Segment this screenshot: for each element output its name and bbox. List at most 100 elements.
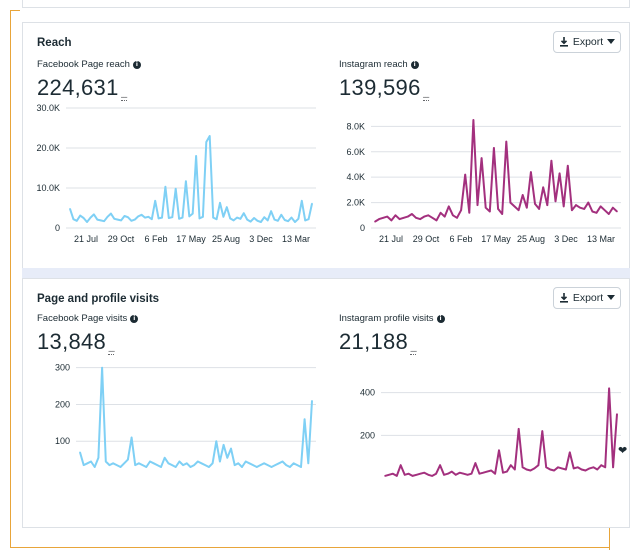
data-point bbox=[270, 466, 273, 468]
instagram-visits-chart[interactable]: 200 400 bbox=[335, 378, 625, 483]
data-point bbox=[513, 468, 516, 471]
data-point bbox=[595, 211, 598, 214]
x-tick-label: 6 Feb bbox=[449, 234, 472, 244]
data-point bbox=[112, 462, 114, 465]
data-point bbox=[152, 462, 155, 465]
data-point bbox=[90, 460, 92, 463]
data-point bbox=[89, 216, 92, 219]
data-point bbox=[502, 471, 504, 474]
data-point bbox=[144, 216, 146, 219]
data-point bbox=[96, 218, 99, 221]
download-icon bbox=[559, 293, 568, 303]
data-point bbox=[427, 214, 430, 217]
data-point bbox=[167, 462, 170, 465]
data-point bbox=[274, 464, 276, 466]
data-point bbox=[456, 217, 458, 219]
data-point bbox=[263, 462, 265, 465]
data-point bbox=[561, 467, 563, 470]
data-point bbox=[182, 464, 184, 466]
series-line bbox=[374, 119, 618, 223]
data-point bbox=[415, 474, 418, 476]
data-point bbox=[163, 456, 166, 459]
comparison-indicator[interactable]: --- bbox=[410, 346, 417, 356]
comparison-indicator[interactable]: --- bbox=[120, 92, 128, 102]
comparison-indicator[interactable]: --- bbox=[422, 92, 430, 102]
instagram-visits-value: 21,188 --- bbox=[339, 329, 417, 356]
data-point bbox=[443, 215, 446, 218]
data-point bbox=[106, 216, 109, 218]
data-point bbox=[133, 218, 136, 221]
data-point bbox=[123, 215, 126, 217]
data-point bbox=[572, 467, 575, 470]
facebook-reach-value: 224,631 --- bbox=[37, 75, 128, 102]
data-point bbox=[541, 430, 544, 432]
info-icon[interactable]: i bbox=[130, 314, 139, 323]
x-tick-label: 17 May bbox=[481, 234, 511, 244]
export-button-reach[interactable]: Export bbox=[553, 31, 621, 53]
data-point bbox=[464, 173, 467, 176]
data-point bbox=[407, 472, 410, 475]
data-point bbox=[263, 216, 266, 218]
data-point bbox=[608, 387, 610, 390]
facebook-visits-chart[interactable]: 100 200 300 bbox=[30, 358, 320, 483]
data-point bbox=[439, 211, 442, 214]
data-point bbox=[123, 462, 125, 465]
data-point bbox=[113, 218, 116, 220]
instagram-reach-chart[interactable]: 0 2.0K 4.0K 6.0K 8.0K 21 Jul 29 Oct 6 Feb 17 May… bbox=[335, 112, 625, 250]
data-point bbox=[486, 470, 489, 473]
data-point bbox=[525, 206, 528, 209]
visits-card: Page and profile visits Export Facebook … bbox=[22, 278, 630, 528]
download-icon bbox=[559, 37, 568, 47]
data-point bbox=[448, 205, 450, 208]
info-icon[interactable]: i bbox=[410, 60, 419, 69]
data-point bbox=[407, 215, 409, 218]
data-point bbox=[458, 471, 461, 474]
data-point bbox=[280, 214, 283, 216]
data-point bbox=[145, 466, 148, 468]
data-point bbox=[149, 460, 151, 463]
data-point bbox=[382, 217, 385, 219]
series-line bbox=[69, 135, 313, 223]
facebook-reach-chart[interactable]: 0 10.0K 20.0K 30.0K 21 Jul 29 Oct 6 Feb 17 May 2… bbox=[30, 100, 320, 250]
data-point bbox=[493, 147, 495, 149]
data-point bbox=[546, 204, 549, 206]
data-point bbox=[427, 474, 430, 476]
data-point bbox=[484, 206, 487, 209]
data-point bbox=[232, 219, 235, 222]
info-icon[interactable]: i bbox=[436, 314, 445, 323]
data-point bbox=[304, 219, 306, 222]
x-tick-label: 17 May bbox=[176, 234, 206, 244]
info-icon[interactable]: i bbox=[132, 60, 141, 69]
data-point bbox=[185, 462, 188, 465]
export-label: Export bbox=[572, 292, 604, 304]
data-point bbox=[259, 464, 262, 466]
data-point bbox=[592, 466, 595, 469]
data-point bbox=[140, 214, 143, 216]
export-button-visits[interactable]: Export bbox=[553, 287, 621, 309]
y-tick-label: 100 bbox=[55, 436, 70, 446]
data-point bbox=[208, 135, 211, 137]
section-title-reach: Reach bbox=[37, 37, 72, 49]
data-point bbox=[72, 218, 75, 220]
data-point bbox=[378, 218, 380, 220]
data-point bbox=[307, 218, 310, 220]
comparison-indicator[interactable]: --- bbox=[108, 346, 115, 356]
data-point bbox=[466, 474, 469, 476]
caret-down-icon bbox=[607, 295, 616, 300]
data-point bbox=[157, 217, 160, 220]
data-point bbox=[431, 475, 433, 477]
data-point bbox=[193, 464, 195, 466]
data-point bbox=[311, 202, 313, 205]
data-point bbox=[307, 462, 310, 465]
data-point bbox=[506, 470, 508, 473]
data-point bbox=[178, 218, 180, 220]
data-point bbox=[530, 171, 532, 173]
data-point bbox=[69, 208, 71, 210]
data-point bbox=[156, 464, 159, 466]
y-tick-label: 10.0K bbox=[36, 183, 60, 193]
data-point bbox=[509, 201, 512, 204]
instagram-reach-label: Instagram reach i bbox=[339, 59, 419, 70]
data-point bbox=[558, 172, 561, 175]
data-point bbox=[554, 200, 557, 203]
data-point bbox=[181, 216, 184, 219]
